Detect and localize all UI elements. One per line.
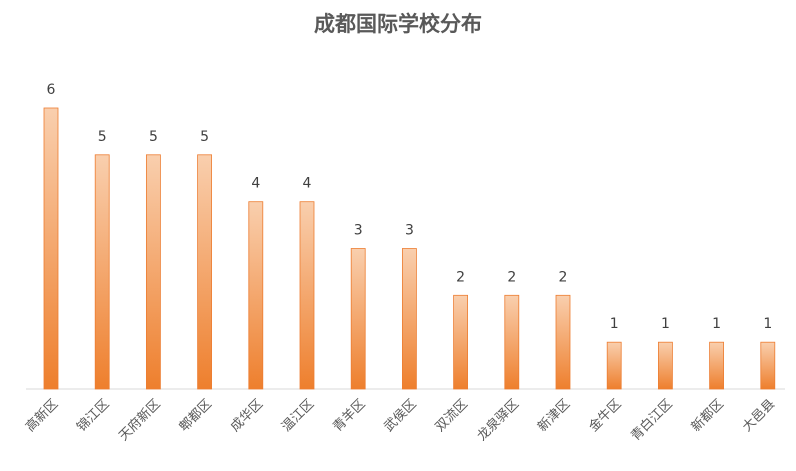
bar-series: [43, 107, 776, 390]
data-labels: 6 5 5 5 4 4 3 3 2 2 2 1 1 1 1: [47, 82, 773, 332]
category-label-9: 龙泉驿区: [474, 396, 522, 444]
category-label-1: 锦江区: [74, 397, 112, 435]
chart-title: 成都国际学校分布: [314, 11, 482, 36]
data-label-6: 3: [354, 223, 363, 239]
bar-13: [709, 341, 724, 390]
data-label-7: 3: [405, 223, 414, 239]
category-label-8: 双流区: [433, 397, 471, 435]
data-label-10: 2: [559, 269, 568, 285]
data-label-14: 1: [763, 316, 772, 332]
bar-1: [94, 154, 110, 390]
bar-14: [760, 341, 776, 390]
category-label-13: 新都区: [688, 396, 727, 435]
bar-7: [401, 248, 417, 390]
category-label-5: 温江区: [279, 397, 317, 435]
bar-8: [453, 294, 469, 390]
bar-0: [43, 107, 59, 390]
category-label-10: 新津区: [534, 396, 573, 435]
bar-6: [350, 248, 366, 390]
category-label-14: 大邑县: [740, 397, 778, 435]
bar-11: [606, 341, 622, 390]
category-label-7: 武侯区: [382, 397, 420, 435]
data-label-0: 6: [47, 82, 56, 98]
category-label-4: 成华区: [228, 397, 266, 435]
data-label-2: 5: [149, 129, 158, 145]
category-label-0: 高新区: [22, 396, 61, 435]
bar-9: [504, 294, 520, 390]
data-label-13: 1: [712, 316, 721, 332]
category-label-3: 郫都区: [176, 396, 215, 435]
bar-10: [555, 294, 571, 390]
category-label-12: 青白江区: [628, 396, 676, 444]
data-label-11: 1: [610, 316, 619, 332]
data-label-5: 4: [303, 176, 312, 192]
bar-2: [145, 154, 161, 390]
data-label-3: 5: [200, 129, 209, 145]
bar-3: [197, 154, 213, 390]
category-label-11: 金牛区: [586, 396, 625, 435]
data-label-1: 5: [98, 129, 107, 145]
bar-12: [658, 341, 673, 390]
data-label-8: 2: [456, 269, 465, 285]
bar-5: [299, 201, 315, 390]
data-label-12: 1: [661, 316, 670, 332]
category-label-2: 天府新区: [116, 396, 164, 444]
data-label-9: 2: [507, 269, 516, 285]
data-label-4: 4: [251, 176, 260, 192]
category-label-6: 青羊区: [330, 396, 369, 435]
category-labels: 高新区 锦江区 天府新区 郫都区 成华区 温江区 青羊区 武侯区 双流区 龙泉驿区 新津区 金牛区 青白…: [22, 396, 778, 444]
bar-4: [248, 201, 264, 390]
